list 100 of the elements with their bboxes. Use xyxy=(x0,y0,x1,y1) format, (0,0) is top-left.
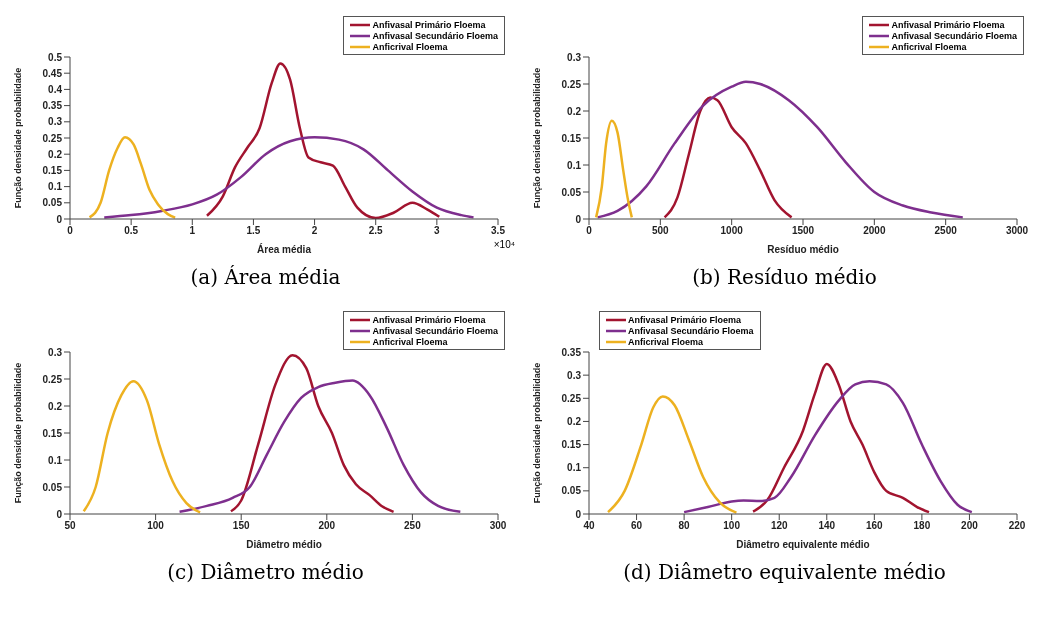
x-tick-label: 1 xyxy=(189,225,196,237)
legend-label: Anfivasal Primário Floema xyxy=(891,19,1005,30)
y-tick-label: 0.3 xyxy=(567,369,582,381)
x-axis-title: Resíduo médio xyxy=(767,244,839,255)
legend-label: Anfivasal Secundário Floema xyxy=(891,30,1017,41)
x-tick-label: 60 xyxy=(630,520,643,532)
x-tick-label: 0 xyxy=(586,225,593,237)
x-tick-label: 140 xyxy=(818,520,836,532)
y-axis-title: Função densidade probabilidade xyxy=(532,362,543,504)
x-tick-label: 1.5 xyxy=(246,225,261,237)
y-tick-label: 0.5 xyxy=(48,51,63,63)
legend-label: Anficrival Floema xyxy=(372,336,448,347)
legend-label: Anfivasal Secundário Floema xyxy=(372,325,498,336)
y-tick-label: 0.25 xyxy=(561,392,582,404)
line-series xyxy=(663,96,793,219)
y-tick-label: 0.1 xyxy=(567,159,582,171)
x-tick-label: 120 xyxy=(770,520,788,532)
legend-label: Anfivasal Secundário Floema xyxy=(628,325,754,336)
y-tick-label: 0.25 xyxy=(42,132,63,144)
line-series xyxy=(751,362,931,514)
y-tick-label: 0.35 xyxy=(42,100,63,112)
line-series xyxy=(596,80,965,219)
x-tick-label: 180 xyxy=(913,520,931,532)
y-tick-label: 0 xyxy=(575,508,582,520)
x-tick-label: 3.5 xyxy=(491,225,506,237)
y-tick-label: 0 xyxy=(56,213,63,225)
x-axis-title: Diâmetro médio xyxy=(246,539,322,550)
text: (c) Diâmetro médio xyxy=(166,560,365,584)
legend-label: Anficrival Floema xyxy=(628,336,704,347)
x-tick-label: 3 xyxy=(434,225,441,237)
y-tick-label: 0.35 xyxy=(561,346,582,358)
legend-label: Anficrival Floema xyxy=(372,41,448,52)
x-tick-label: 150 xyxy=(232,520,250,532)
legend-label: Anfivasal Primário Floema xyxy=(372,19,486,30)
legend-label: Anfivasal Secundário Floema xyxy=(372,30,498,41)
y-tick-label: 0.1 xyxy=(48,454,63,466)
line-series xyxy=(88,136,177,219)
y-axis-title: Função densidade probabilidade xyxy=(532,67,543,209)
line-series xyxy=(606,395,738,514)
x-tick-label: 2500 xyxy=(934,225,958,237)
x-tick-label: 1500 xyxy=(791,225,815,237)
x-tick-label: 50 xyxy=(64,520,76,532)
x-tick-label: 80 xyxy=(678,520,691,532)
x-tick-label: 2.5 xyxy=(368,225,384,237)
text: (d) Diâmetro equivalente médio xyxy=(622,560,947,584)
y-tick-label: 0.05 xyxy=(561,485,582,497)
line-series xyxy=(594,119,634,219)
line-series xyxy=(682,379,974,514)
line-series xyxy=(102,136,475,219)
y-tick-label: 0.1 xyxy=(567,462,582,474)
y-tick-label: 0.1 xyxy=(48,181,63,193)
x-tick-label: 2 xyxy=(311,225,318,237)
y-tick-label: 0.15 xyxy=(42,427,63,439)
x-tick-label: 100 xyxy=(723,520,741,532)
x-axis-title: Área média xyxy=(257,243,312,255)
x-tick-label: 200 xyxy=(961,520,979,532)
y-tick-label: 0.05 xyxy=(561,186,582,198)
y-tick-label: 0.3 xyxy=(567,51,582,63)
x-tick-label: 500 xyxy=(651,225,670,237)
y-tick-label: 0.45 xyxy=(42,67,63,79)
x-tick-label: 1000 xyxy=(720,225,744,237)
y-tick-label: 0.15 xyxy=(42,164,63,176)
text: (b) Resíduo médio xyxy=(691,265,878,289)
y-tick-label: 0.2 xyxy=(567,415,582,427)
y-axis-title: Função densidade probabilidade xyxy=(13,362,24,504)
x-tick-label: 250 xyxy=(404,520,422,532)
y-tick-label: 0.15 xyxy=(561,439,582,451)
y-tick-label: 0.05 xyxy=(42,197,63,209)
line-series xyxy=(178,379,462,514)
line-series xyxy=(205,62,441,219)
y-tick-label: 0.25 xyxy=(561,78,582,90)
x-tick-label: 2000 xyxy=(863,225,886,237)
legend-label: Anfivasal Primário Floema xyxy=(628,314,742,325)
y-tick-label: 0.2 xyxy=(48,148,63,160)
legend-label: Anfivasal Primário Floema xyxy=(372,314,486,325)
x-tick-label: 0.5 xyxy=(124,225,139,237)
x-tick-label: 300 xyxy=(489,520,507,532)
y-tick-label: 0.2 xyxy=(567,105,582,117)
y-tick-label: 0.3 xyxy=(48,116,63,128)
y-tick-label: 0 xyxy=(56,508,63,520)
x-tick-label: 3000 xyxy=(1005,225,1029,237)
x-tick-label: 220 xyxy=(1008,520,1026,532)
line-series xyxy=(82,379,202,514)
y-tick-label: 0.05 xyxy=(42,481,63,493)
x-tick-label: 160 xyxy=(865,520,884,532)
x-tick-label: 200 xyxy=(318,520,336,532)
text: ×10⁴ xyxy=(493,239,515,250)
x-tick-label: 100 xyxy=(147,520,165,532)
y-tick-label: 0.15 xyxy=(561,132,582,144)
y-tick-label: 0 xyxy=(575,213,582,225)
y-tick-label: 0.4 xyxy=(48,83,63,95)
y-tick-label: 0.25 xyxy=(42,373,63,385)
x-tick-label: 40 xyxy=(583,520,595,532)
x-tick-label: 0 xyxy=(67,225,74,237)
y-tick-label: 0.3 xyxy=(48,346,63,358)
x-axis-title: Diâmetro equivalente médio xyxy=(736,539,870,550)
line-series xyxy=(229,353,395,514)
text: (a) Área média xyxy=(189,265,342,289)
y-tick-label: 0.2 xyxy=(48,400,63,412)
y-axis-title: Função densidade probabilidade xyxy=(13,67,24,209)
